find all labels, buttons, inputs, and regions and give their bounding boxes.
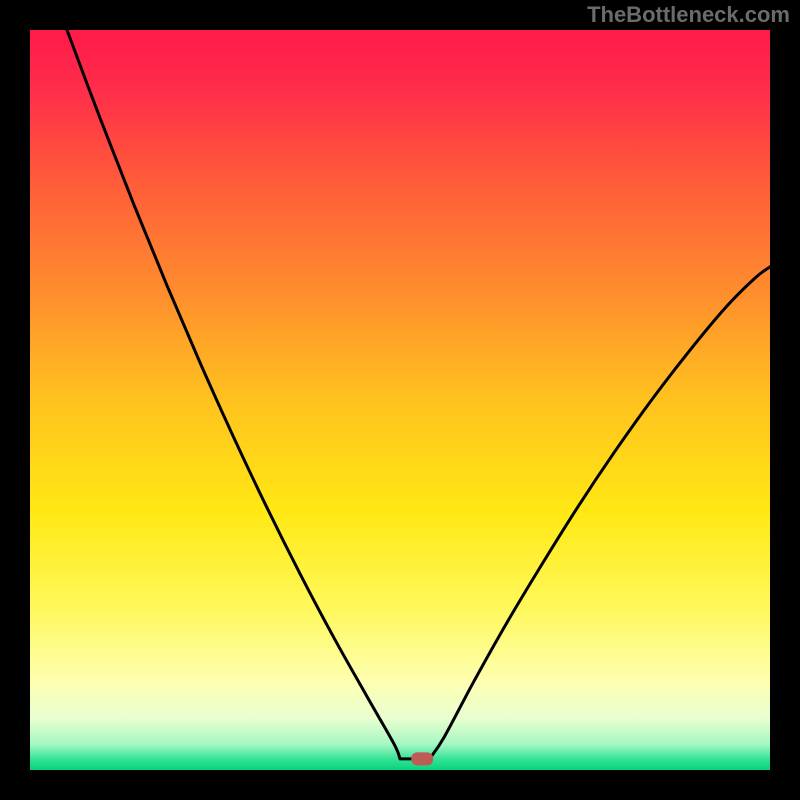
plot-background bbox=[30, 30, 770, 770]
bottleneck-chart bbox=[0, 0, 800, 800]
watermark-text: TheBottleneck.com bbox=[587, 2, 790, 28]
minimum-marker bbox=[411, 752, 433, 765]
